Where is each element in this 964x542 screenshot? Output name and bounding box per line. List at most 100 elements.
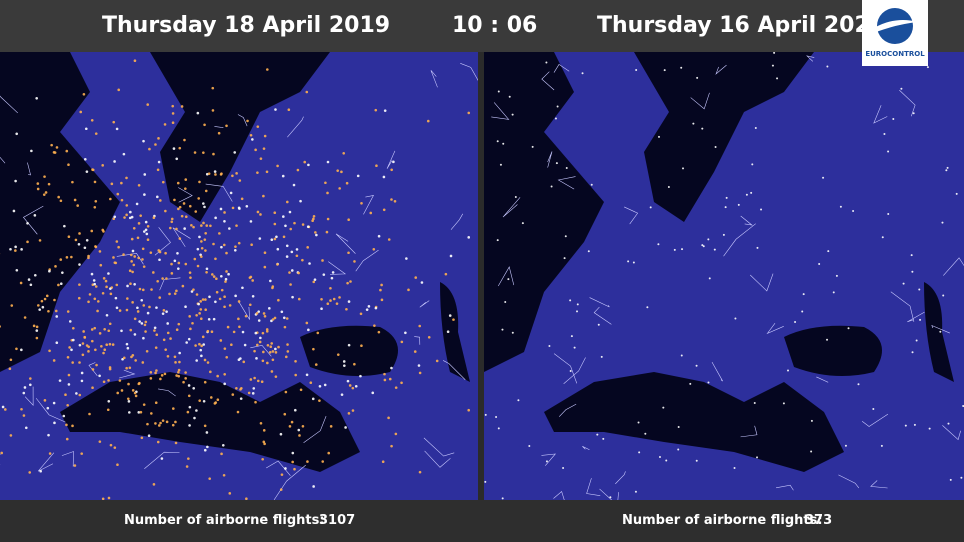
border bbox=[599, 488, 619, 500]
flight-dot bbox=[109, 197, 112, 201]
flight-dot bbox=[42, 193, 46, 196]
border bbox=[450, 213, 464, 230]
flight-dot bbox=[340, 170, 343, 174]
clock: 10 : 06 bbox=[452, 13, 538, 38]
flight-dot bbox=[318, 384, 322, 388]
flight-dot bbox=[555, 162, 558, 165]
flight-dot bbox=[634, 490, 637, 493]
flight-dot bbox=[52, 151, 56, 154]
flight-dot bbox=[274, 108, 277, 111]
border bbox=[890, 291, 915, 322]
flight-dot bbox=[444, 272, 448, 276]
flight-dot bbox=[177, 261, 181, 265]
flight-dot bbox=[266, 361, 269, 365]
flight-dot bbox=[514, 196, 517, 199]
flight-dot bbox=[26, 221, 29, 225]
flight-dot bbox=[187, 394, 191, 398]
flight-dot bbox=[947, 422, 950, 425]
flight-dot bbox=[802, 293, 805, 296]
flight-dot bbox=[85, 239, 89, 242]
flight-dot bbox=[146, 103, 150, 106]
flight-dot bbox=[98, 440, 102, 443]
flight-dot bbox=[316, 331, 320, 335]
flight-dot bbox=[223, 382, 226, 386]
flight-dot bbox=[93, 205, 97, 209]
border bbox=[214, 126, 224, 128]
flight-dot bbox=[106, 408, 110, 412]
flight-dot bbox=[413, 350, 417, 353]
flight-dot bbox=[20, 248, 23, 251]
flight-dot bbox=[251, 138, 254, 141]
flight-dot bbox=[43, 399, 47, 402]
flight-dot bbox=[88, 412, 91, 416]
flight-dot bbox=[78, 343, 82, 347]
flight-dot bbox=[53, 421, 56, 425]
flight-dot bbox=[29, 377, 32, 380]
flight-dot bbox=[30, 149, 33, 153]
flight-dot bbox=[311, 397, 315, 401]
flight-dot bbox=[163, 123, 167, 126]
flight-dot bbox=[232, 330, 236, 334]
flight-dot bbox=[50, 143, 53, 147]
flight-dot bbox=[48, 452, 52, 455]
border bbox=[287, 116, 304, 138]
flight-dot bbox=[240, 197, 244, 201]
flight-dot bbox=[714, 145, 717, 148]
flight-dot bbox=[194, 344, 197, 347]
flight-dot bbox=[371, 391, 375, 395]
flight-dot bbox=[949, 478, 952, 481]
flight-dot bbox=[351, 386, 355, 390]
flight-dot bbox=[254, 400, 257, 404]
flight-dot bbox=[29, 383, 32, 387]
flight-dot bbox=[109, 287, 112, 290]
flight-dot bbox=[128, 411, 131, 414]
flight-dot bbox=[257, 310, 260, 313]
flight-dot bbox=[220, 288, 224, 292]
flight-dot bbox=[414, 276, 418, 279]
flight-dot bbox=[496, 239, 499, 242]
flight-dot bbox=[344, 426, 347, 429]
flight-dot bbox=[208, 295, 211, 299]
flight-dot bbox=[92, 279, 96, 282]
flight-dot bbox=[284, 355, 288, 359]
flight-dot bbox=[62, 414, 66, 418]
flight-dot bbox=[286, 343, 289, 346]
flight-dot bbox=[96, 309, 99, 313]
flight-dot bbox=[61, 271, 64, 274]
flight-dot bbox=[22, 391, 26, 395]
flight-dot bbox=[156, 195, 159, 199]
flight-dot bbox=[156, 168, 160, 172]
flight-dot bbox=[134, 394, 138, 398]
flight-dot bbox=[329, 299, 332, 302]
flight-dot bbox=[47, 309, 50, 313]
flight-dot bbox=[507, 278, 510, 281]
flight-dot bbox=[108, 322, 112, 326]
flight-dot bbox=[141, 247, 145, 251]
flight-dot bbox=[155, 333, 159, 336]
flight-dot bbox=[47, 433, 50, 437]
flight-dot bbox=[326, 302, 330, 306]
flight-dot bbox=[189, 276, 192, 279]
flight-dot bbox=[692, 122, 695, 125]
flight-dot bbox=[166, 354, 170, 358]
border bbox=[582, 446, 590, 450]
flight-dot bbox=[308, 262, 311, 265]
flight-dot bbox=[1, 405, 5, 409]
flight-dot bbox=[305, 90, 309, 94]
border bbox=[61, 451, 74, 467]
left-count: 3107 bbox=[319, 513, 356, 528]
flight-dot bbox=[85, 170, 89, 173]
flight-dot bbox=[283, 412, 287, 416]
flight-dot bbox=[946, 166, 949, 169]
flight-dot bbox=[224, 280, 227, 283]
flight-dot bbox=[662, 406, 665, 409]
flight-dot bbox=[9, 358, 13, 362]
flight-dot bbox=[154, 401, 158, 405]
flight-dot bbox=[129, 210, 132, 214]
flight-dot bbox=[380, 283, 383, 287]
flight-dot bbox=[663, 69, 666, 72]
border bbox=[541, 71, 555, 91]
flight-dot bbox=[209, 396, 213, 399]
flight-dot bbox=[143, 173, 147, 176]
flight-dot bbox=[246, 119, 249, 123]
